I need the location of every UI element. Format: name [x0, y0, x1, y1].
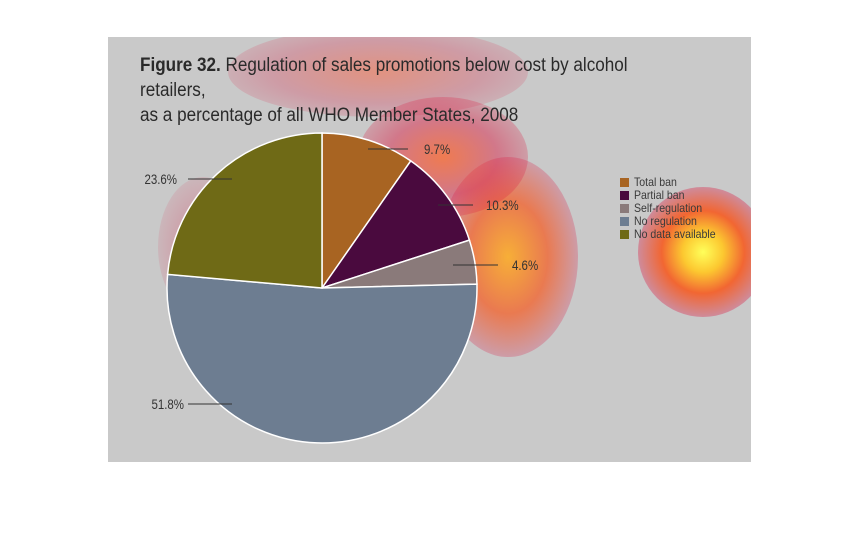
data-label: 51.8%: [151, 396, 184, 412]
legend-item: No data available: [620, 228, 727, 241]
pie-chart: 9.7% 10.3% 4.6% 51.8% 23.6%: [144, 132, 538, 444]
title-line-2: as a percentage of all WHO Member States…: [140, 105, 519, 126]
figure-number: Figure 32.: [140, 55, 221, 76]
legend-label: No data available: [634, 227, 716, 241]
legend-item: No regulation: [620, 215, 727, 228]
figure-panel: 9.7% 10.3% 4.6% 51.8% 23.6% Figure 32. Regul…: [108, 37, 751, 462]
legend-swatch: [620, 191, 629, 200]
legend-label: No regulation: [634, 214, 697, 228]
legend-swatch: [620, 217, 629, 226]
data-label: 10.3%: [486, 197, 519, 213]
legend-swatch: [620, 204, 629, 213]
legend-label: Total ban: [634, 175, 677, 189]
pie-slice-no-regulation: [166, 273, 478, 444]
data-label: 23.6%: [144, 171, 177, 187]
data-label: 9.7%: [424, 141, 450, 157]
legend-swatch: [620, 178, 629, 187]
pie-slice-total-ban: [321, 132, 412, 291]
legend-label: Partial ban: [634, 188, 685, 202]
figure-title: Figure 32. Regulation of sales promotion…: [140, 53, 689, 128]
legend-swatch: [620, 230, 629, 239]
legend-item: Total ban: [620, 176, 727, 189]
legend-label: Self-regulation: [634, 201, 703, 215]
data-label: 4.6%: [512, 257, 538, 273]
legend-item: Partial ban: [620, 189, 727, 202]
pie-slice-no-data-available: [166, 132, 323, 289]
title-text: Regulation of sales promotions below cos…: [140, 55, 628, 101]
legend: Total ban Partial ban Self-regulation No re…: [620, 176, 727, 241]
legend-item: Self-regulation: [620, 202, 727, 215]
pie-slice-partial-ban: [320, 159, 471, 290]
